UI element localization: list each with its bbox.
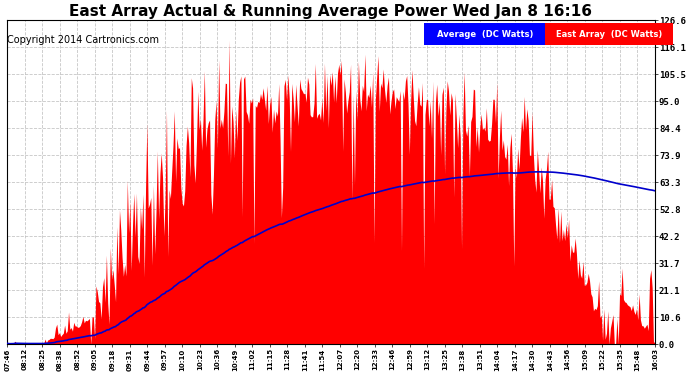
Text: Copyright 2014 Cartronics.com: Copyright 2014 Cartronics.com — [7, 35, 159, 45]
Text: Average  (DC Watts): Average (DC Watts) — [437, 30, 533, 39]
Title: East Array Actual & Running Average Power Wed Jan 8 16:16: East Array Actual & Running Average Powe… — [70, 4, 593, 19]
Text: East Array  (DC Watts): East Array (DC Watts) — [556, 30, 662, 39]
